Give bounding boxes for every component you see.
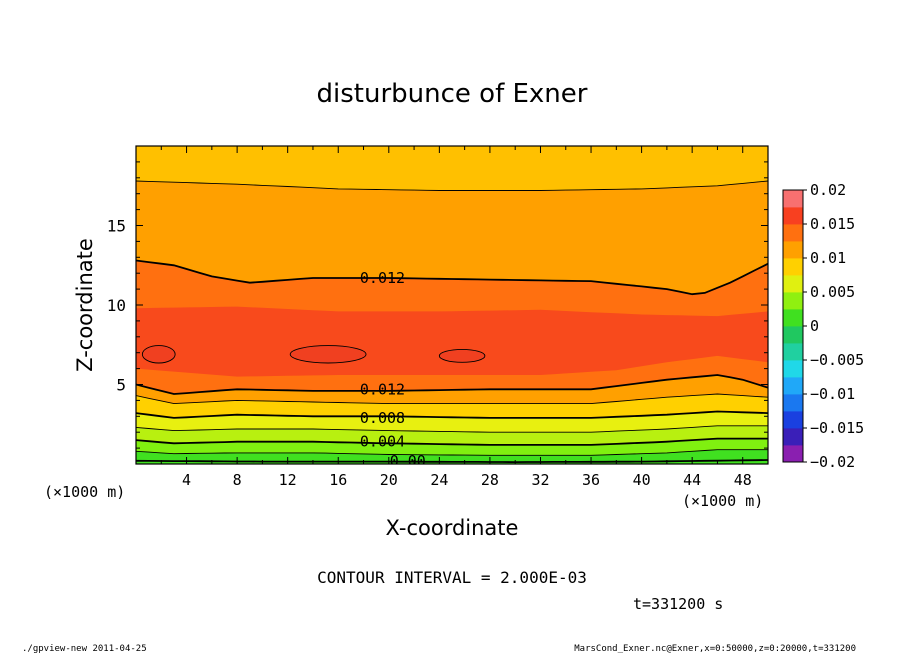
y-tick-label: 15	[107, 217, 126, 236]
colorbar-swatch	[783, 445, 803, 463]
contour-0008	[136, 410, 768, 419]
colorbar-swatch	[783, 241, 803, 259]
x-axis-unit-right: (×1000 m)	[682, 492, 763, 510]
x-tick-label: 48	[734, 471, 752, 489]
colorbar-swatch	[783, 377, 803, 395]
colorbar-tick-label: −0.015	[810, 419, 864, 437]
x-tick-label: 40	[633, 471, 651, 489]
colorbar-labels: 0.02 0.015 0.01 0.005 0 −0.005 −0.01 −0.015 −0.0…	[803, 181, 864, 471]
colorbar-tick-label: 0.005	[810, 283, 855, 301]
colorbar-swatch	[783, 326, 803, 344]
colorbar-swatch	[783, 343, 803, 361]
colorbar-tick-label: −0.02	[810, 453, 855, 471]
footer-right: MarsCond_Exner.nc@Exner,x=0:50000,z=0:20…	[574, 644, 856, 654]
band-above-010	[136, 146, 768, 191]
maxima-region	[141, 345, 176, 364]
band-008-010	[136, 394, 768, 418]
contour-0012-upper	[136, 259, 768, 296]
colorbar-tick-label: −0.005	[810, 351, 864, 369]
colorbar-swatch	[783, 224, 803, 242]
contour-label: 0.012	[360, 380, 405, 398]
x-tick-label: 12	[279, 471, 297, 489]
x-tick-label: 24	[430, 471, 448, 489]
y-axis-label: Z-coordinate	[73, 238, 97, 372]
colorbar-swatch	[783, 428, 803, 446]
x-tick-label: 4	[182, 471, 191, 489]
colorbar-tick-label: −0.01	[810, 385, 855, 403]
contour-0010-lower	[136, 393, 768, 405]
band-014-016	[136, 306, 768, 377]
contour-0000	[136, 459, 768, 464]
contour-lines	[136, 180, 768, 464]
contour-label: 0.008	[360, 409, 405, 427]
contour-0004	[136, 437, 768, 446]
maxima-region	[438, 349, 486, 363]
y-tick-label: 5	[116, 376, 126, 395]
colorbar-swatch	[783, 309, 803, 327]
colorbar-tick-label: 0.015	[810, 215, 855, 233]
x-tick-label: 36	[582, 471, 600, 489]
colorbar-swatch	[783, 275, 803, 293]
x-tick-label: 20	[380, 471, 398, 489]
colorbar-swatch	[783, 394, 803, 412]
contour-interval-text: CONTOUR INTERVAL = 2.000E-03	[317, 568, 587, 587]
contour-label: 0.012	[360, 269, 405, 287]
x-tick-label: 16	[329, 471, 347, 489]
colorbar-swatch	[783, 292, 803, 310]
footer-left: ./gpview-new 2011-04-25	[22, 644, 147, 654]
colorbar	[782, 189, 804, 463]
colorbar-swatch	[783, 190, 803, 208]
colorbar-tick-label: 0.02	[810, 181, 846, 199]
x-axis-ticks: 4 8 12 16 20 24 28 32 36 40 44 48	[160, 146, 769, 489]
y-tick-label: 10	[107, 296, 126, 315]
colorbar-swatch	[783, 360, 803, 378]
chart-title: disturbunce of Exner	[317, 79, 588, 109]
maxima-region	[289, 345, 367, 364]
x-tick-label: 44	[683, 471, 701, 489]
colorbar-tick-label: 0	[810, 317, 819, 335]
band-010-012-upper	[136, 181, 768, 295]
contour-label: 0.00	[390, 452, 426, 470]
contour-0012-lower	[136, 374, 768, 395]
filled-contour-bands	[136, 146, 768, 464]
contour-0002	[136, 449, 768, 456]
colorbar-swatch	[783, 258, 803, 276]
x-axis-label: X-coordinate	[386, 516, 519, 540]
time-text: t=331200 s	[633, 595, 723, 613]
contour-label: 0.004	[360, 433, 405, 451]
y-axis-ticks: 5 10 15	[107, 161, 768, 449]
colorbar-tick-label: 0.01	[810, 249, 846, 267]
x-tick-label: 32	[531, 471, 549, 489]
x-tick-label: 28	[481, 471, 499, 489]
x-axis-unit-left: (×1000 m)	[44, 483, 125, 501]
band-004-006	[136, 425, 768, 445]
band-010-012-lower	[136, 375, 768, 404]
colorbar-swatch	[783, 207, 803, 225]
band-002-004	[136, 438, 768, 456]
contour-0010-upper	[136, 180, 768, 191]
contour-0006	[136, 425, 768, 433]
colorbar-swatch	[783, 411, 803, 429]
x-tick-label: 8	[233, 471, 242, 489]
maxima-regions	[141, 345, 486, 364]
